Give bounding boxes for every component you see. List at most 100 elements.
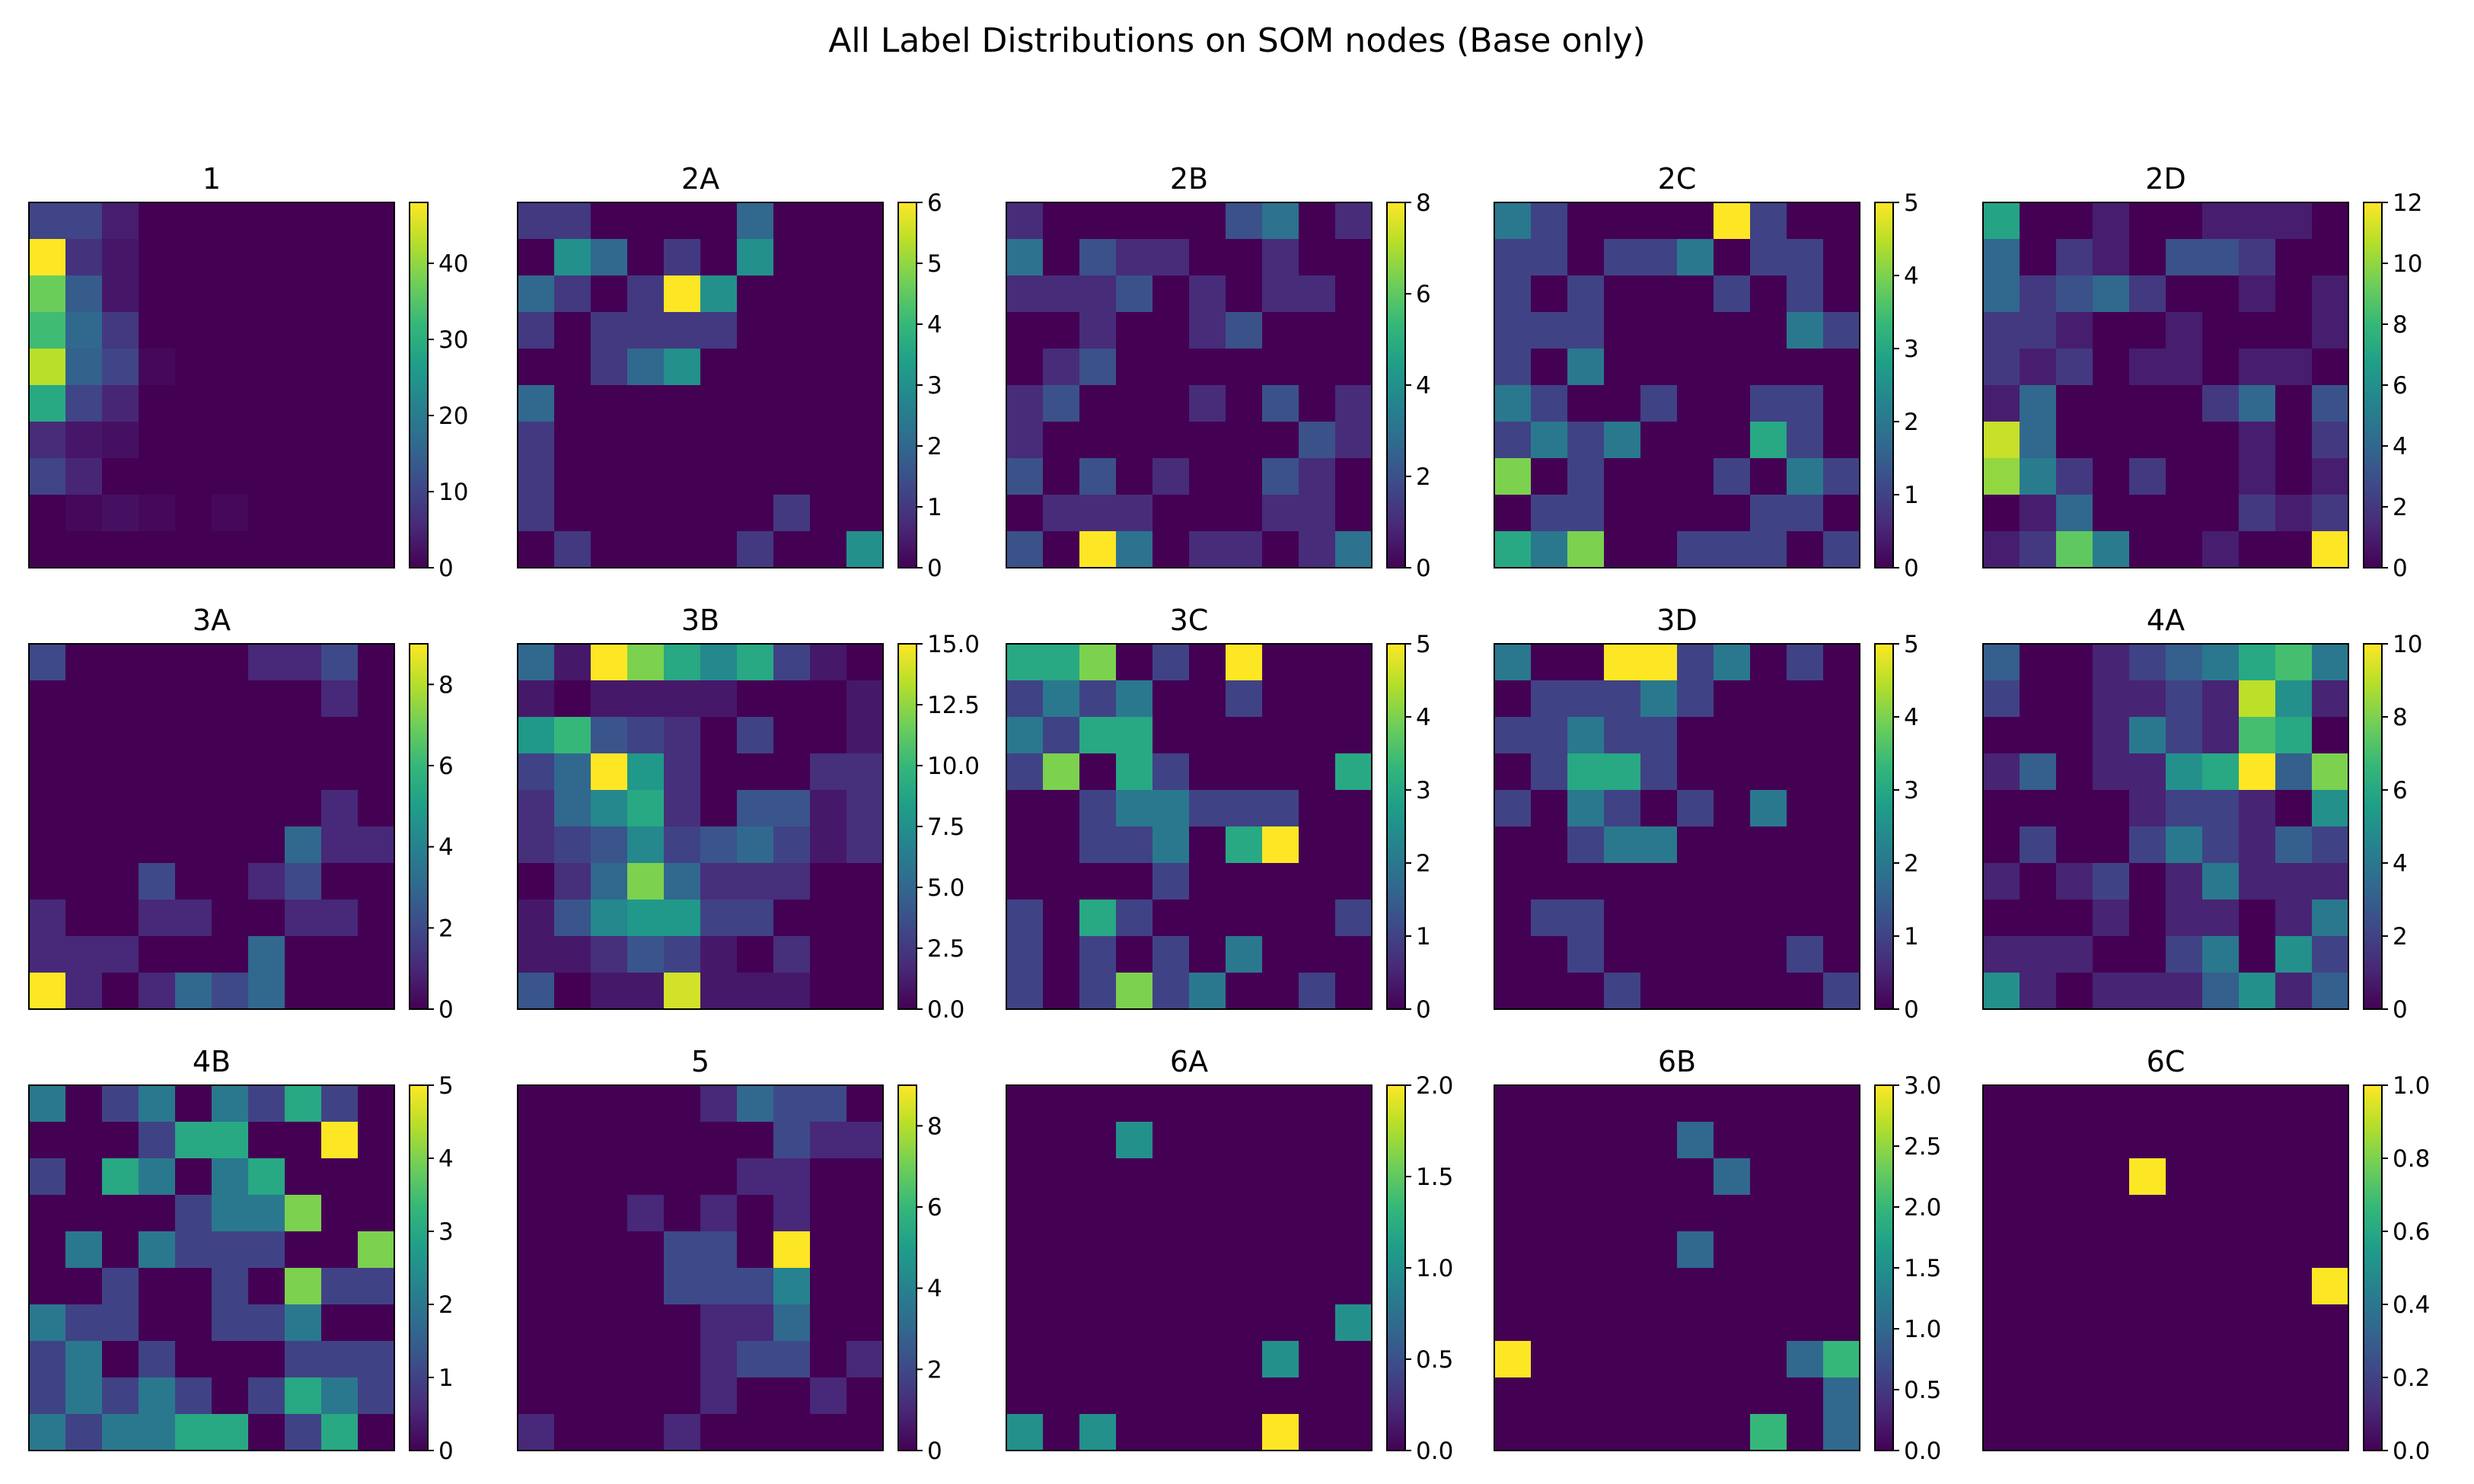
heatmap-cell <box>1262 385 1299 422</box>
heatmap-cell <box>1079 385 1117 422</box>
heatmap-cell <box>1604 790 1641 827</box>
heatmap-cell <box>627 312 665 349</box>
heatmap-cell <box>2275 863 2313 900</box>
heatmap-cell <box>1299 239 1336 276</box>
heatmap-cell <box>212 1341 249 1378</box>
heatmap-cell <box>358 1122 395 1159</box>
heatmap-cell <box>2020 385 2057 422</box>
heatmap-cell <box>664 644 701 681</box>
heatmap-cell <box>1043 680 1080 718</box>
heatmap-cell <box>358 717 395 754</box>
heatmap-cell <box>1640 312 1678 349</box>
heatmap-cell <box>1604 349 1641 386</box>
colorbar-tick-label: 4 <box>1416 372 1431 400</box>
colorbar <box>897 1084 917 1451</box>
heatmap-cell <box>2056 1414 2093 1451</box>
heatmap-cell <box>2056 1341 2093 1378</box>
heatmap-cell <box>1226 422 1263 459</box>
heatmap-cell <box>65 1231 103 1269</box>
heatmap-cell <box>285 239 322 276</box>
heatmap-cell <box>2093 936 2130 973</box>
heatmap-cell <box>1604 1414 1641 1451</box>
heatmap-cell <box>846 422 884 459</box>
heatmap-cell <box>1262 1122 1299 1159</box>
heatmap-cell <box>1787 349 1824 386</box>
heatmap-cell <box>175 1341 212 1378</box>
heatmap-cell <box>321 312 359 349</box>
heatmap-cell <box>1677 1341 1714 1378</box>
heatmap-cell <box>248 422 285 459</box>
heatmap-cell <box>1677 1414 1714 1451</box>
heatmap-cell <box>1043 385 1080 422</box>
heatmap-cell <box>1335 717 1372 754</box>
heatmap-cell <box>773 1158 811 1196</box>
heatmap-cell <box>285 680 322 718</box>
heatmap-cell <box>1531 422 1568 459</box>
heatmap-cell <box>1531 1122 1568 1159</box>
heatmap-cell <box>664 680 701 718</box>
heatmap-cell <box>2056 1268 2093 1305</box>
heatmap-cell <box>591 495 628 532</box>
heatmap-cell <box>1787 312 1824 349</box>
heatmap-cell <box>1640 275 1678 313</box>
heatmap-cell <box>321 458 359 495</box>
heatmap-cell <box>1787 790 1824 827</box>
heatmap-cell <box>2312 826 2349 864</box>
heatmap-cell <box>1983 826 2020 864</box>
heatmap-cell <box>1153 385 1190 422</box>
heatmap-cell <box>773 1341 811 1378</box>
heatmap-cell <box>1153 973 1190 1010</box>
heatmap-cell <box>321 1231 359 1269</box>
heatmap-cell <box>2129 1304 2166 1342</box>
heatmap-cell <box>175 790 212 827</box>
heatmap-cell <box>627 790 665 827</box>
heatmap-cell <box>1116 753 1153 791</box>
heatmap-cell <box>139 644 176 681</box>
heatmap-cell <box>1079 239 1117 276</box>
heatmap-cell <box>810 1231 847 1269</box>
heatmap-cell <box>1006 753 1044 791</box>
heatmap-cell <box>773 495 811 532</box>
heatmap-cell <box>2312 900 2349 937</box>
heatmap-cell <box>1494 1122 1532 1159</box>
heatmap-cell <box>1640 1414 1678 1451</box>
heatmap-cell <box>248 900 285 937</box>
heatmap-cell <box>2312 644 2349 681</box>
colorbar <box>1386 1084 1406 1451</box>
heatmap-cell <box>1299 900 1336 937</box>
heatmap-cell <box>65 1195 103 1232</box>
heatmap-cell <box>627 1304 665 1342</box>
heatmap-cell <box>65 1122 103 1159</box>
colorbar-tick-label: 2.5 <box>927 935 964 963</box>
heatmap-cell <box>1299 1122 1336 1159</box>
heatmap-cell <box>1750 1414 1787 1451</box>
heatmap-cell <box>175 1195 212 1232</box>
colorbar <box>409 1084 429 1451</box>
heatmap-cell <box>1750 826 1787 864</box>
heatmap-cell <box>358 1231 395 1269</box>
heatmap-cell <box>29 1195 66 1232</box>
heatmap-cell <box>810 1304 847 1342</box>
heatmap-cell <box>102 1195 139 1232</box>
colorbar-tick-label: 7.5 <box>927 814 964 841</box>
heatmap-cell <box>29 790 66 827</box>
heatmap-cell <box>248 717 285 754</box>
heatmap-cell <box>1714 312 1751 349</box>
heatmap-cell <box>212 349 249 386</box>
heatmap-cell <box>1640 202 1678 240</box>
heatmap-cell <box>248 973 285 1010</box>
heatmap-cell <box>1116 349 1153 386</box>
heatmap-cell <box>1116 1158 1153 1196</box>
heatmap-cell <box>1604 863 1641 900</box>
heatmap-cell <box>321 495 359 532</box>
heatmap-cell <box>700 1085 738 1123</box>
heatmap-cell <box>1116 1341 1153 1378</box>
heatmap-cell <box>2056 790 2093 827</box>
panel-title: 6C <box>2147 1045 2185 1078</box>
heatmap-cell <box>102 863 139 900</box>
heatmap-cell <box>2202 753 2240 791</box>
heatmap-cell <box>554 531 591 568</box>
heatmap-cell <box>2202 1341 2240 1378</box>
heatmap-cell <box>846 312 884 349</box>
